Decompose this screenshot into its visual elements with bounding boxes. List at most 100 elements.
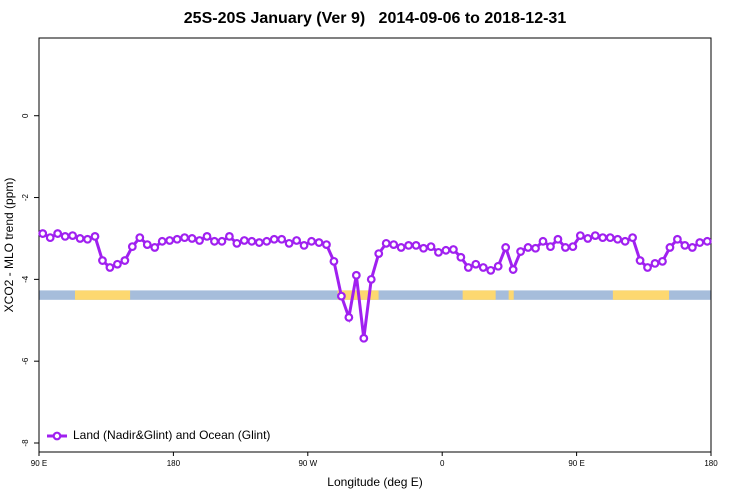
data-point [605, 233, 615, 243]
x-tick-label: 90 E [568, 459, 584, 468]
x-tick-label: 90 W [298, 459, 317, 468]
data-point [337, 291, 346, 301]
data-point [628, 233, 637, 243]
data-point [643, 263, 652, 272]
data-point [598, 233, 608, 243]
data-point [180, 233, 190, 243]
y-tick-label: -6 [21, 357, 30, 365]
data-point [583, 234, 593, 243]
data-point [553, 234, 563, 244]
data-point [262, 236, 272, 246]
data-point [396, 243, 406, 252]
data-point [135, 233, 145, 243]
data-point [381, 238, 391, 248]
data-point [217, 236, 227, 246]
data-point [419, 243, 428, 253]
data-point [546, 242, 555, 252]
data-point [254, 238, 264, 247]
data-point [98, 256, 107, 265]
data-point [351, 270, 361, 280]
data-point [389, 240, 399, 249]
data-point [620, 236, 630, 246]
data-point [658, 256, 667, 266]
data-point [68, 231, 77, 240]
data-point [105, 263, 115, 272]
data-point [501, 243, 511, 252]
data-point [187, 234, 197, 243]
data-point [665, 243, 675, 252]
x-tick-label: 90 E [31, 459, 47, 468]
land-band [74, 290, 131, 300]
legend-label: Land (Nadir&Glint) and Ocean (Glint) [73, 428, 270, 442]
data-point [127, 242, 137, 252]
data-point [90, 232, 100, 241]
data-point [195, 236, 204, 245]
data-point [344, 313, 354, 322]
data-point [202, 232, 212, 241]
data-point [359, 333, 369, 343]
data-point [366, 274, 376, 284]
data-point [112, 259, 122, 269]
data-point [680, 241, 690, 250]
land-band [612, 290, 670, 300]
data-point [404, 241, 414, 250]
data-point [284, 238, 294, 248]
data-point [695, 238, 705, 247]
land-band [462, 290, 496, 300]
x-axis-label: Longitude (deg E) [327, 475, 422, 489]
data-point [568, 242, 578, 252]
data-point [493, 261, 503, 271]
data-point [329, 256, 339, 266]
data-point [575, 231, 585, 240]
data-point [486, 265, 496, 275]
y-tick-label: -8 [21, 439, 30, 447]
data-point [299, 241, 309, 250]
data-point [426, 242, 436, 252]
data-point [434, 247, 443, 257]
chart-title: 25S-20S January (Ver 9) 2014-09-06 to 20… [184, 10, 567, 27]
data-point [463, 263, 473, 272]
y-tick-label: -2 [21, 193, 30, 201]
data-point [292, 236, 302, 245]
data-point [165, 236, 175, 245]
data-point [224, 232, 234, 241]
data-point [561, 243, 570, 252]
data-point [531, 243, 540, 253]
data-point [83, 234, 92, 244]
data-point [478, 263, 488, 272]
data-point [172, 234, 182, 244]
data-point [516, 247, 525, 256]
data-point [650, 259, 660, 268]
land-band [508, 290, 514, 300]
data-point [441, 245, 451, 255]
data-point [590, 231, 600, 240]
data-point [538, 236, 548, 246]
y-tick-label: -4 [21, 275, 30, 283]
x-tick-label: 180 [167, 459, 181, 468]
plot-frame [38, 37, 712, 453]
data-point [411, 241, 421, 250]
data-point [322, 240, 331, 249]
data-point [38, 229, 48, 238]
x-tick-label: 0 [440, 459, 445, 468]
data-point [232, 238, 242, 248]
series-line [42, 231, 708, 339]
data-point [449, 245, 458, 254]
data-point [45, 233, 55, 243]
data-point [374, 249, 384, 258]
data-point [471, 259, 481, 269]
data-point [60, 232, 70, 241]
data-point [613, 234, 623, 244]
data-point [307, 236, 316, 246]
data-point [277, 234, 287, 244]
data-point [635, 256, 645, 265]
data-point [120, 256, 130, 265]
data-point [673, 234, 682, 244]
data-point [687, 243, 697, 252]
legend-marker [52, 431, 62, 441]
data-point [150, 243, 160, 252]
data-point [523, 243, 533, 252]
x-tick-label: 180 [704, 459, 718, 468]
data-point [210, 236, 219, 246]
